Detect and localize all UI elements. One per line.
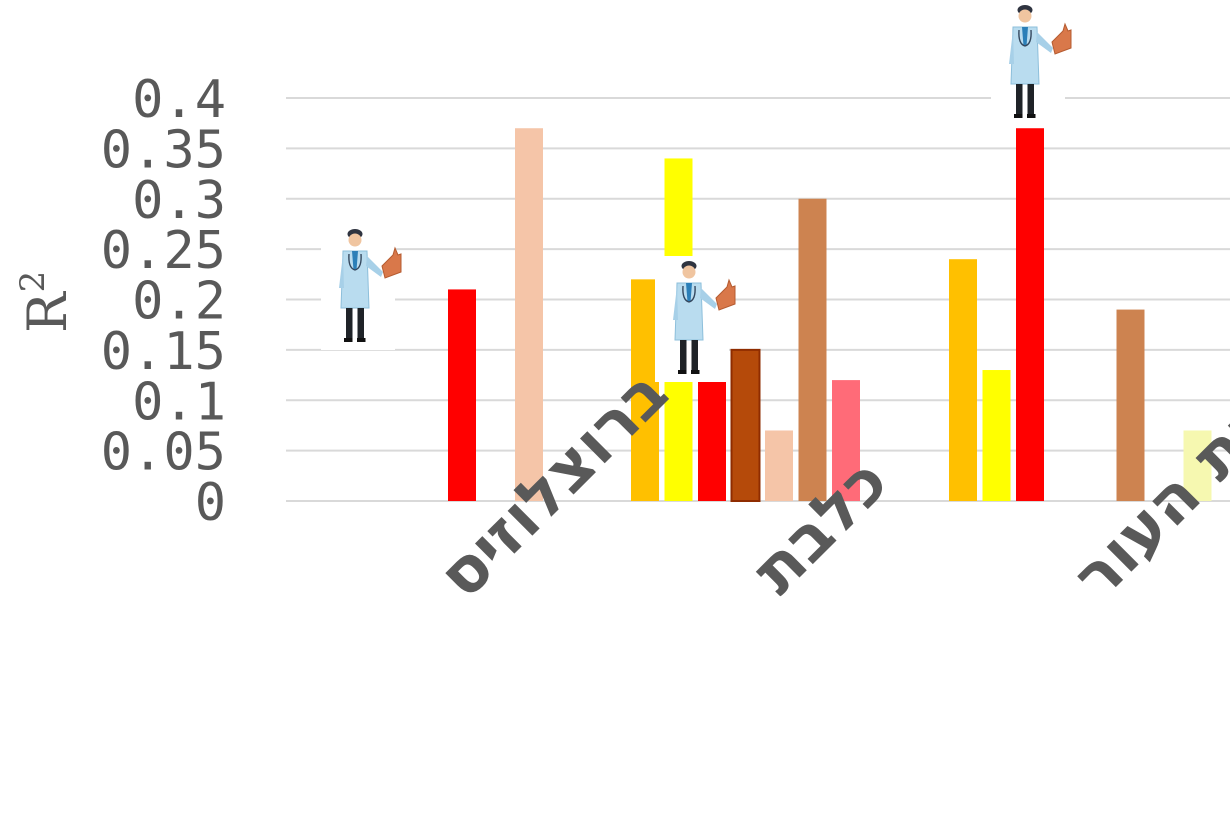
y-axis-title-base: R [16, 291, 79, 333]
y-tick-label: 0.3 [132, 171, 226, 231]
y-axis-title: R2 [13, 271, 79, 333]
bar [515, 128, 543, 501]
y-tick-label: 0.1 [132, 372, 226, 432]
icons [321, 0, 1072, 382]
y-axis-title-text: R2 [13, 271, 79, 333]
bar [698, 380, 726, 501]
bar [1183, 430, 1212, 501]
bar [949, 259, 977, 501]
y-tick-label: 0.05 [101, 423, 226, 483]
gridlines [286, 97, 1230, 502]
bar [448, 289, 476, 501]
y-tick-label: 0.4 [132, 70, 226, 130]
doctor-with-animal-icon [991, 0, 1072, 126]
bar [982, 370, 1011, 501]
bar [798, 198, 827, 501]
y-tick-label: 0.35 [101, 120, 226, 180]
bar [1116, 309, 1145, 501]
bar [765, 430, 793, 501]
bar [631, 279, 659, 501]
doctor-with-animal-icon [655, 256, 736, 382]
y-tick-label: 0.2 [132, 272, 226, 332]
y-tick-label: 0.15 [101, 322, 226, 382]
y-tick-label: 0.25 [101, 221, 226, 281]
y-tick-labels: 00.050.10.150.20.250.30.350.4 [101, 70, 226, 533]
bar [730, 348, 761, 502]
doctor-with-animal-icon [321, 224, 402, 350]
y-tick-label: 0 [195, 473, 226, 533]
bar [832, 380, 860, 501]
bar [1016, 128, 1044, 501]
y-axis-title-superscript: 2 [13, 271, 53, 293]
